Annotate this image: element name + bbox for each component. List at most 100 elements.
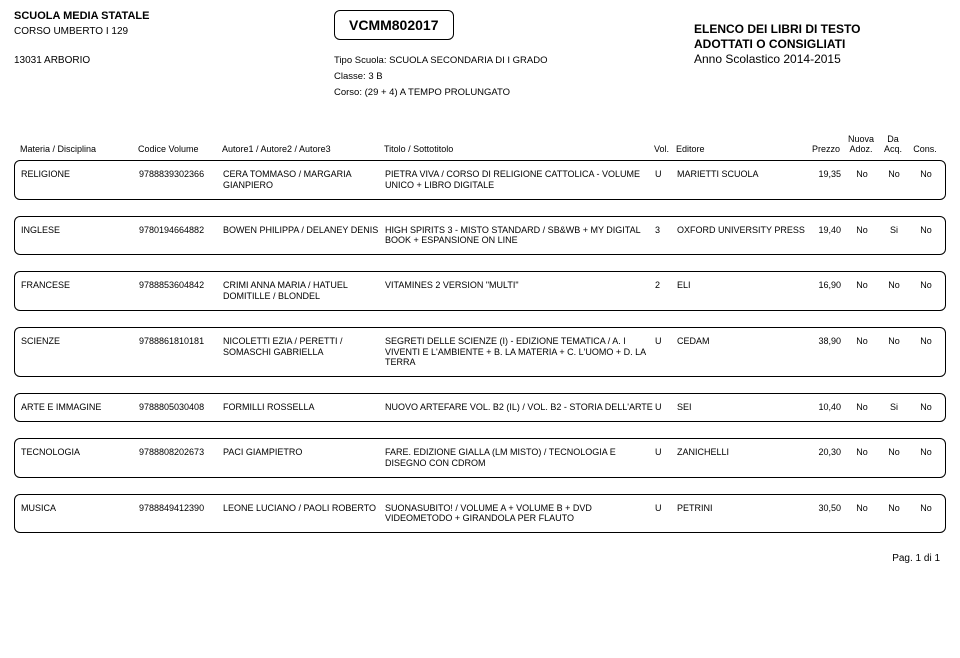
cell-editore: MARIETTI SCUOLA [677, 169, 807, 191]
classe-value: 3 B [368, 71, 382, 82]
rows-container: RELIGIONE9788839302366CERA TOMMASO / MAR… [14, 160, 946, 533]
school-code: VCMM802017 [334, 10, 454, 40]
page-header: SCUOLA MEDIA STATALE CORSO UMBERTO I 129… [14, 10, 946, 98]
corso-label: Corso: [334, 87, 362, 98]
cell-autore: CRIMI ANNA MARIA / HATUEL DOMITILLE / BL… [223, 280, 385, 302]
cell-codice: 9788853604842 [139, 280, 223, 302]
table-row: FRANCESE9788853604842CRIMI ANNA MARIA / … [14, 271, 946, 311]
col-prezzo: Prezzo [806, 144, 844, 154]
cell-titolo: SUONASUBITO! / VOLUME A + VOLUME B + DVD… [385, 503, 655, 525]
cell-materia: INGLESE [21, 225, 139, 247]
cell-da-acq: No [879, 280, 909, 302]
page-footer: Pag. 1 di 1 [14, 553, 946, 564]
cell-codice: 9788839302366 [139, 169, 223, 191]
cell-da-acq: Si [879, 225, 909, 247]
cell-cons: No [909, 336, 943, 368]
table-row: MUSICA9788849412390LEONE LUCIANO / PAOLI… [14, 494, 946, 534]
cell-nuova-adoz: No [845, 402, 879, 413]
cell-codice: 9788808202673 [139, 447, 223, 469]
table-row: ARTE E IMMAGINE9788805030408FORMILLI ROS… [14, 393, 946, 422]
cell-da-acq: No [879, 503, 909, 525]
col-autore: Autore1 / Autore2 / Autore3 [222, 144, 384, 154]
cell-titolo: NUOVO ARTEFARE VOL. B2 (IL) / VOL. B2 - … [385, 402, 655, 413]
cell-cons: No [909, 169, 943, 191]
cell-prezzo: 38,90 [807, 336, 845, 368]
cell-editore: SEI [677, 402, 807, 413]
cell-autore: PACI GIAMPIETRO [223, 447, 385, 469]
title-line-1: ELENCO DEI LIBRI DI TESTO [694, 22, 946, 37]
table-row: RELIGIONE9788839302366CERA TOMMASO / MAR… [14, 160, 946, 200]
cell-cons: No [909, 280, 943, 302]
cell-cons: No [909, 503, 943, 525]
cell-materia: MUSICA [21, 503, 139, 525]
cell-editore: OXFORD UNIVERSITY PRESS [677, 225, 807, 247]
cell-cons: No [909, 225, 943, 247]
cell-autore: FORMILLI ROSSELLA [223, 402, 385, 413]
cell-prezzo: 10,40 [807, 402, 845, 413]
cell-prezzo: 16,90 [807, 280, 845, 302]
header-right: ELENCO DEI LIBRI DI TESTO ADOTTATI O CON… [694, 10, 946, 98]
cell-vol: 3 [655, 225, 677, 247]
cell-codice: 9780194664882 [139, 225, 223, 247]
cell-autore: CERA TOMMASO / MARGARIA GIANPIERO [223, 169, 385, 191]
cell-vol: U [655, 402, 677, 413]
cell-nuova-adoz: No [845, 447, 879, 469]
corso-value: (29 + 4) A TEMPO PROLUNGATO [365, 87, 510, 98]
cell-nuova-adoz: No [845, 280, 879, 302]
header-center: VCMM802017 Tipo Scuola: SCUOLA SECONDARI… [334, 10, 694, 98]
col-titolo: Titolo / Sottotitolo [384, 144, 654, 154]
cell-da-acq: Si [879, 402, 909, 413]
cell-cons: No [909, 447, 943, 469]
cell-nuova-adoz: No [845, 225, 879, 247]
title-line-2: ADOTTATI O CONSIGLIATI [694, 37, 946, 52]
cell-prezzo: 19,35 [807, 169, 845, 191]
header-left: SCUOLA MEDIA STATALE CORSO UMBERTO I 129… [14, 10, 334, 98]
cell-editore: ZANICHELLI [677, 447, 807, 469]
school-address: CORSO UMBERTO I 129 [14, 26, 334, 37]
school-cap: 13031 ARBORIO [14, 55, 334, 66]
cell-nuova-adoz: No [845, 503, 879, 525]
cell-cons: No [909, 402, 943, 413]
table-row: INGLESE9780194664882BOWEN PHILIPPA / DEL… [14, 216, 946, 256]
col-cons: Cons. [908, 144, 942, 154]
cell-codice: 9788861810181 [139, 336, 223, 368]
tipo-value: SCUOLA SECONDARIA DI I GRADO [389, 55, 547, 66]
column-headers: Materia / Disciplina Codice Volume Autor… [14, 134, 946, 160]
cell-vol: U [655, 503, 677, 525]
cell-nuova-adoz: No [845, 336, 879, 368]
corso: Corso: (29 + 4) A TEMPO PROLUNGATO [334, 87, 694, 98]
cell-codice: 9788805030408 [139, 402, 223, 413]
cell-autore: NICOLETTI EZIA / PERETTI / SOMASCHI GABR… [223, 336, 385, 368]
cell-autore: LEONE LUCIANO / PAOLI ROBERTO [223, 503, 385, 525]
cell-materia: RELIGIONE [21, 169, 139, 191]
cell-titolo: SEGRETI DELLE SCIENZE (I) - EDIZIONE TEM… [385, 336, 655, 368]
cell-titolo: PIETRA VIVA / CORSO DI RELIGIONE CATTOLI… [385, 169, 655, 191]
cell-titolo: HIGH SPIRITS 3 - MISTO STANDARD / SB&WB … [385, 225, 655, 247]
cell-vol: U [655, 447, 677, 469]
table-row: TECNOLOGIA9788808202673PACI GIAMPIETROFA… [14, 438, 946, 478]
classe: Classe: 3 B [334, 71, 694, 82]
col-editore: Editore [676, 144, 806, 154]
cell-materia: ARTE E IMMAGINE [21, 402, 139, 413]
table-row: SCIENZE9788861810181NICOLETTI EZIA / PER… [14, 327, 946, 377]
tipo-label: Tipo Scuola: [334, 55, 386, 66]
school-year: Anno Scolastico 2014-2015 [694, 52, 946, 67]
cell-da-acq: No [879, 447, 909, 469]
cell-editore: CEDAM [677, 336, 807, 368]
cell-codice: 9788849412390 [139, 503, 223, 525]
cell-materia: TECNOLOGIA [21, 447, 139, 469]
school-name: SCUOLA MEDIA STATALE [14, 10, 334, 22]
cell-editore: PETRINI [677, 503, 807, 525]
cell-materia: SCIENZE [21, 336, 139, 368]
col-vol: Vol. [654, 144, 676, 154]
col-codice: Codice Volume [138, 144, 222, 154]
cell-titolo: FARE. EDIZIONE GIALLA (LM MISTO) / TECNO… [385, 447, 655, 469]
cell-prezzo: 30,50 [807, 503, 845, 525]
classe-label: Classe: [334, 71, 366, 82]
cell-editore: ELI [677, 280, 807, 302]
col-da-acq: Da Acq. [878, 134, 908, 154]
col-nuova-adoz: Nuova Adoz. [844, 134, 878, 154]
col-materia: Materia / Disciplina [20, 144, 138, 154]
tipo-scuola: Tipo Scuola: SCUOLA SECONDARIA DI I GRAD… [334, 55, 694, 66]
cell-prezzo: 20,30 [807, 447, 845, 469]
